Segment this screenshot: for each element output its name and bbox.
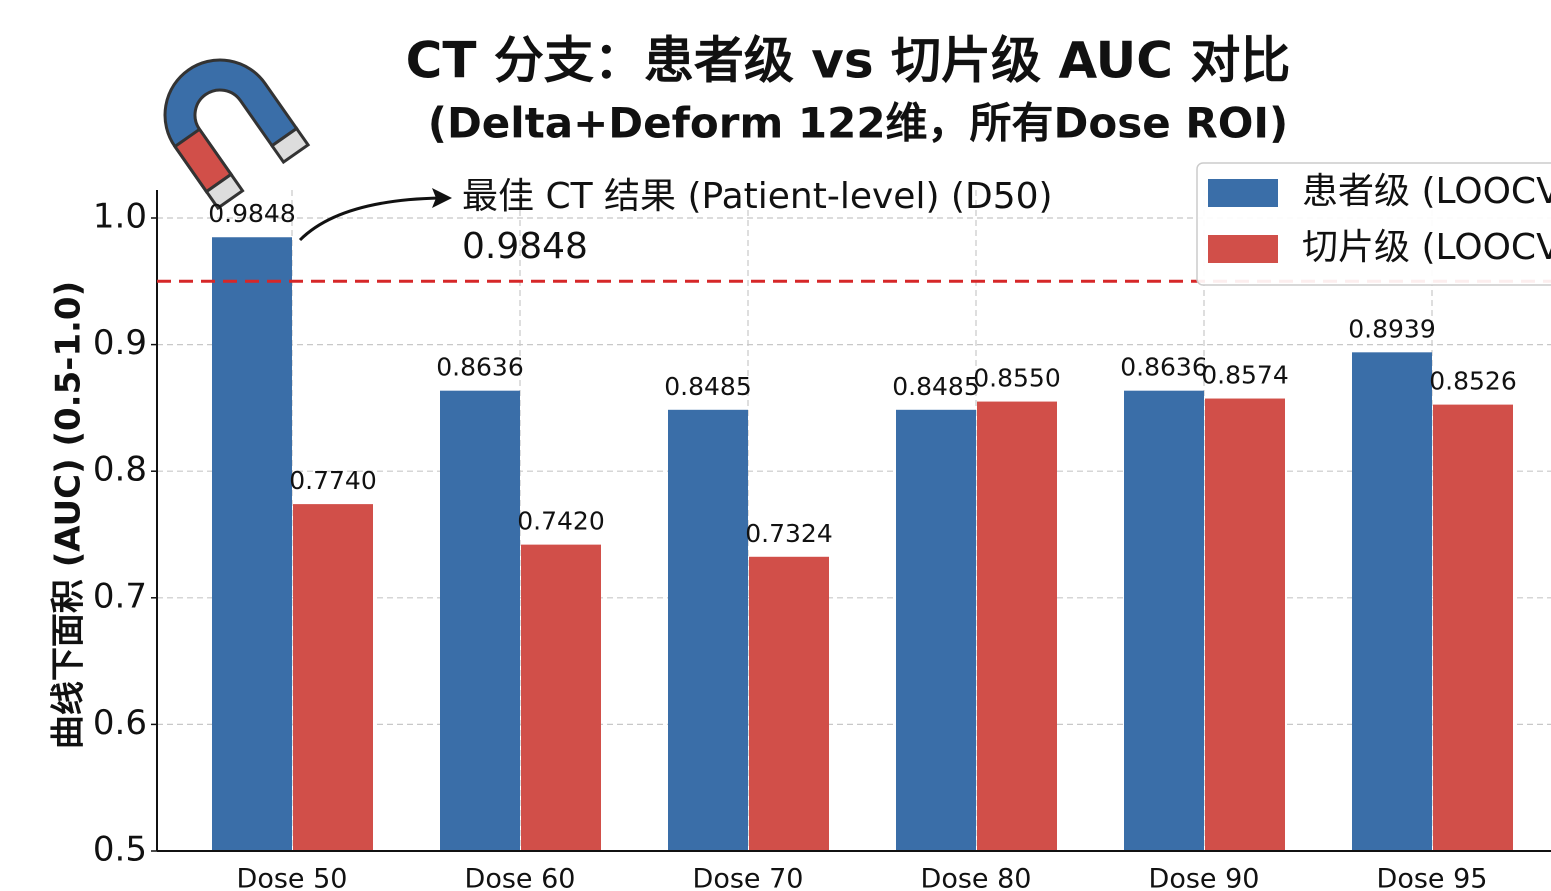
data-label: 0.7740 <box>289 466 376 495</box>
x-tick-label: Dose 50 <box>237 864 348 891</box>
y-tick-label: 0.8 <box>93 450 147 490</box>
bar <box>212 237 292 852</box>
annotation: 最佳 CT 结果 (Patient-level) (D50) <box>462 176 1053 217</box>
data-label: 0.7420 <box>517 507 604 536</box>
x-tick-label: Dose 60 <box>465 864 576 891</box>
legend-label: 切片级 (LOOCV) <box>1302 227 1551 268</box>
y-axis-label: 曲线下面积 (AUC) (0.5-1.0) <box>49 281 89 749</box>
data-label: 0.8485 <box>664 372 751 401</box>
bar <box>896 409 976 851</box>
magnet-icon <box>163 58 311 211</box>
data-label: 0.9848 <box>208 199 295 228</box>
bar <box>293 504 373 851</box>
bar <box>440 390 520 851</box>
x-tick-label: Dose 95 <box>1377 864 1488 891</box>
y-tick-label: 0.5 <box>93 830 147 870</box>
annotation-arrowhead <box>432 188 452 208</box>
data-label: 0.8485 <box>892 372 979 401</box>
annotation-value: 0.9848 <box>462 226 588 267</box>
magnet-tip <box>204 172 245 211</box>
data-label: 0.8550 <box>973 364 1060 393</box>
legend-label: 患者级 (LOOCV) <box>1302 171 1551 212</box>
bar <box>749 556 829 851</box>
x-tick-label: Dose 70 <box>693 864 804 891</box>
bar <box>1433 404 1513 851</box>
y-tick-label: 0.9 <box>93 323 147 363</box>
chart-title: CT 分支：患者级 vs 切片级 AUC 对比 <box>406 32 1291 90</box>
data-label: 0.8526 <box>1429 367 1516 396</box>
bar <box>977 401 1057 851</box>
x-tick-label: Dose 90 <box>1149 864 1260 891</box>
y-tick-label: 0.7 <box>93 576 147 616</box>
bar <box>1205 398 1285 851</box>
legend-swatch <box>1208 235 1278 263</box>
data-label: 0.7324 <box>745 519 832 548</box>
bar <box>668 409 748 851</box>
legend-box <box>1196 162 1551 286</box>
chart-subtitle: (Delta+Deform 122维，所有Dose ROI) <box>428 99 1289 148</box>
legend-swatch <box>1208 179 1278 207</box>
data-label: 0.8574 <box>1201 361 1288 390</box>
annotation-arrow <box>298 196 441 242</box>
bar <box>1124 390 1204 851</box>
y-tick-label: 0.6 <box>93 703 147 743</box>
data-label: 0.8939 <box>1348 314 1435 343</box>
x-tick-label: Dose 80 <box>921 864 1032 891</box>
bar <box>1352 352 1432 851</box>
bar <box>521 544 601 851</box>
magnet-tip <box>269 126 311 165</box>
data-label: 0.8636 <box>1120 353 1207 382</box>
data-label: 0.8636 <box>436 353 523 382</box>
y-tick-label: 1.0 <box>93 197 147 237</box>
